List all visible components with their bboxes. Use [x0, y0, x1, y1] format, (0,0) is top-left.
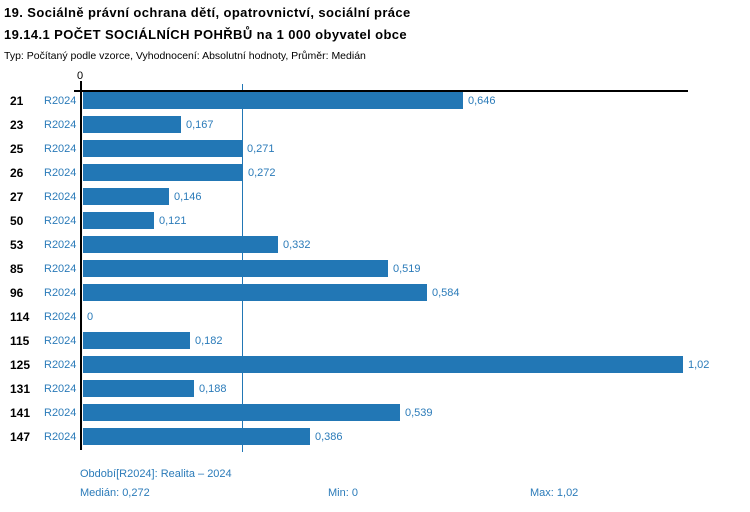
chart-title: 19.14.1 POČET SOCIÁLNÍCH POHŘBŮ na 1 000…	[4, 27, 408, 42]
bar	[83, 212, 154, 229]
bar-value-label: 0,519	[393, 263, 421, 275]
bar	[83, 140, 242, 157]
bar-value-label: 0,646	[468, 95, 496, 107]
row-series-label: R2024	[44, 215, 77, 227]
row-category-label: 131	[10, 382, 31, 396]
row-series-label: R2024	[44, 119, 77, 131]
row-series-label: R2024	[44, 167, 77, 179]
row-category-label: 25	[10, 142, 24, 156]
row-series-label: R2024	[44, 95, 77, 107]
bar-value-label: 0,121	[159, 215, 187, 227]
bar	[83, 356, 683, 373]
row-category-label: 114	[10, 310, 30, 324]
row-category-label: 115	[10, 334, 30, 348]
bar	[83, 188, 169, 205]
row-category-label: 26	[10, 166, 24, 180]
bar-value-label: 0,584	[432, 287, 460, 299]
footer-period-label: Období[R2024]: Realita – 2024	[80, 468, 232, 480]
row-category-label: 21	[10, 94, 24, 108]
footer-median-label: Medián: 0,272	[80, 487, 150, 499]
bar-value-label: 0,182	[195, 335, 223, 347]
row-series-label: R2024	[44, 287, 77, 299]
row-series-label: R2024	[44, 383, 77, 395]
bar-value-label: 0,271	[247, 143, 275, 155]
row-series-label: R2024	[44, 335, 77, 347]
bar	[83, 236, 278, 253]
bar	[83, 380, 194, 397]
row-category-label: 85	[10, 262, 24, 276]
bar	[83, 284, 427, 301]
row-series-label: R2024	[44, 407, 77, 419]
bar	[83, 404, 400, 421]
row-category-label: 141	[10, 406, 31, 420]
chart-subtitle: Typ: Počítaný podle vzorce, Vyhodnocení:…	[4, 50, 366, 62]
footer-min-label: Min: 0	[328, 487, 358, 499]
bar-value-label: 0,272	[248, 167, 276, 179]
x-axis-zero-tick-label: 0	[77, 70, 84, 82]
row-series-label: R2024	[44, 191, 77, 203]
row-series-label: R2024	[44, 431, 77, 443]
bar-value-label: 0,386	[315, 431, 343, 443]
row-series-label: R2024	[44, 143, 77, 155]
bar	[83, 428, 310, 445]
bar-value-label: 0,332	[283, 239, 311, 251]
row-series-label: R2024	[44, 311, 77, 323]
row-category-label: 125	[10, 358, 31, 372]
bar-value-label: 0	[87, 311, 94, 323]
row-series-label: R2024	[44, 263, 77, 275]
bar-value-label: 0,146	[174, 191, 202, 203]
row-category-label: 50	[10, 214, 24, 228]
bar-value-label: 0,539	[405, 407, 433, 419]
bar-value-label: 1,02	[688, 359, 710, 371]
row-series-label: R2024	[44, 359, 77, 371]
bar	[83, 332, 190, 349]
row-category-label: 147	[10, 430, 31, 444]
y-axis-line	[80, 81, 82, 450]
report-section-title: 19. Sociálně právní ochrana dětí, opatro…	[4, 5, 411, 20]
row-category-label: 23	[10, 118, 24, 132]
x-axis-line	[74, 90, 688, 92]
bar-value-label: 0,188	[199, 383, 227, 395]
bar	[83, 116, 181, 133]
bar-value-label: 0,167	[186, 119, 214, 131]
bar	[83, 92, 463, 109]
row-category-label: 96	[10, 286, 24, 300]
row-category-label: 53	[10, 238, 24, 252]
row-series-label: R2024	[44, 239, 77, 251]
bar	[83, 260, 388, 277]
footer-max-label: Max: 1,02	[530, 487, 579, 499]
row-category-label: 27	[10, 190, 24, 204]
bar	[83, 164, 243, 181]
